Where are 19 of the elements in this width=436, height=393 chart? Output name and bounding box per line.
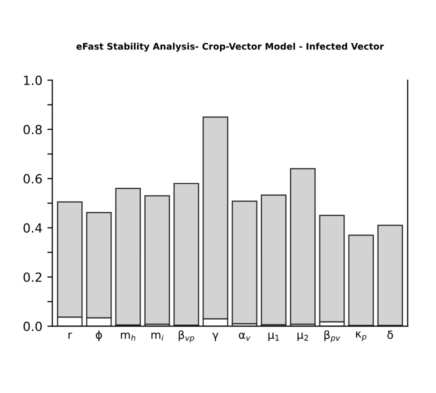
x-tick-label: μ$_{1}$ xyxy=(268,332,279,342)
x-tick-label: m$_{h}$ xyxy=(120,332,136,341)
y-tick-label: 0.8 xyxy=(24,124,42,134)
x-tick-label: γ xyxy=(212,332,218,342)
y-tick-label: 0.6 xyxy=(24,174,42,184)
x-tick-label: r xyxy=(68,332,72,339)
y-tick-label: 0.0 xyxy=(24,322,42,332)
y-tick-label: 0.4 xyxy=(24,223,42,233)
chart-title: eFast Stability Analysis- Crop-Vector Model - Infected Vector xyxy=(76,42,384,52)
x-tick-label: β$_{pv}$ xyxy=(324,330,340,342)
x-tick-label: μ$_{2}$ xyxy=(298,332,308,342)
x-tick-label: κ$_{p}$ xyxy=(356,332,366,342)
x-tick-label: δ xyxy=(387,330,393,339)
y-tick-label: 1.0 xyxy=(24,76,42,86)
x-tick-label: ϕ xyxy=(96,330,102,342)
x-tick-label: m$_{i}$ xyxy=(151,332,164,341)
x-tick-label: α$_{v}$ xyxy=(238,332,250,341)
y-tick-label: 0.2 xyxy=(24,272,42,282)
x-tick-label: β$_{vp}$ xyxy=(178,330,194,342)
